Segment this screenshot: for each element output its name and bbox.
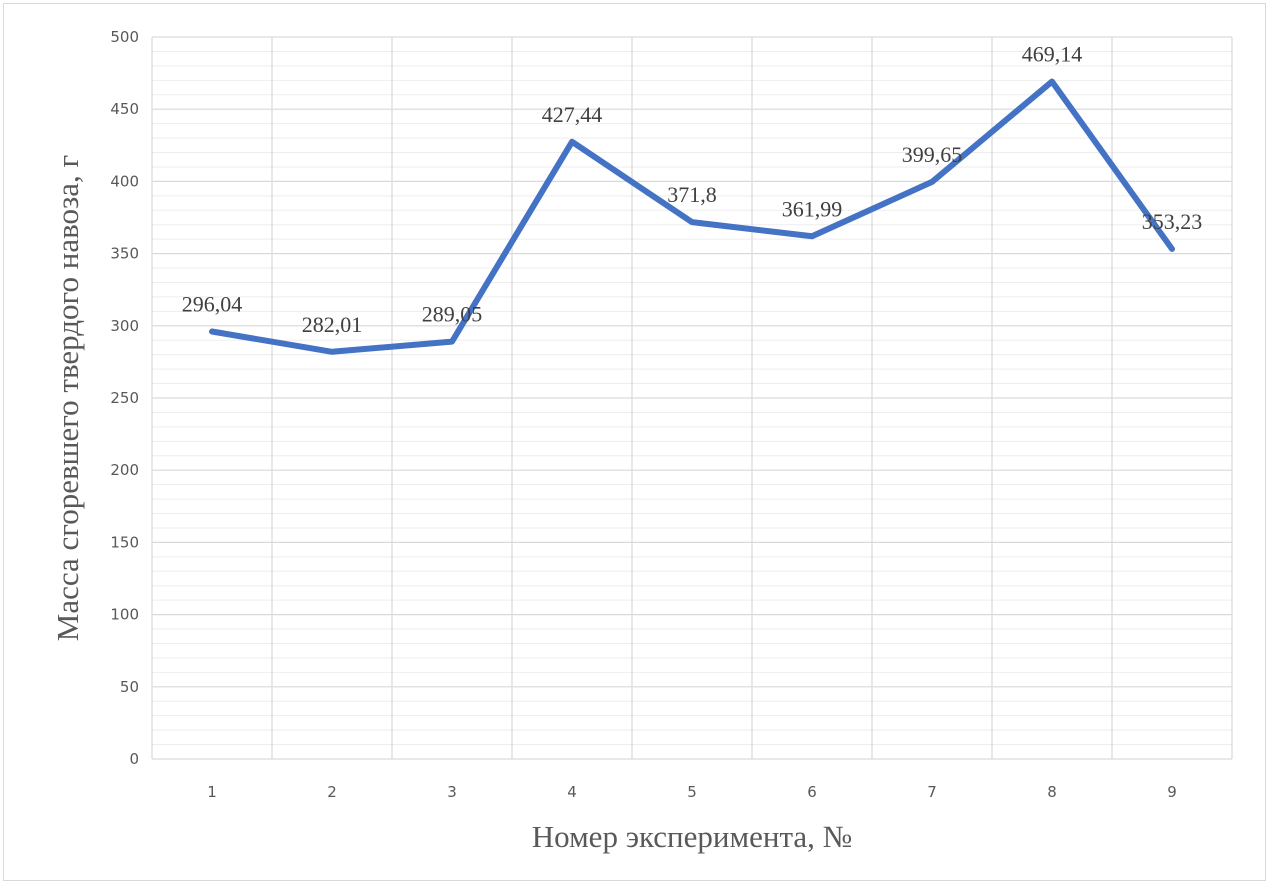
y-tick-label: 250 bbox=[110, 389, 139, 407]
chart-frame: 0 50 100 150 200 250 300 350 400 450 500 1 2 3 4 5 6 7 8 9… bbox=[3, 3, 1266, 881]
x-tick-label: 9 bbox=[1167, 783, 1177, 801]
y-tick-label: 0 bbox=[129, 750, 139, 768]
y-tick-label: 50 bbox=[120, 678, 139, 696]
y-tick-label: 400 bbox=[110, 172, 139, 190]
gridlines bbox=[151, 36, 1233, 760]
y-tick-labels: 0 50 100 150 200 250 300 350 400 450 500 bbox=[110, 28, 139, 768]
x-tick-label: 7 bbox=[927, 783, 937, 801]
x-tick-label: 3 bbox=[447, 783, 457, 801]
data-label: 296,04 bbox=[182, 292, 243, 317]
data-label: 469,14 bbox=[1022, 42, 1083, 67]
y-tick-label: 500 bbox=[110, 28, 139, 46]
y-tick-label: 200 bbox=[110, 461, 139, 479]
x-tick-label: 1 bbox=[207, 783, 217, 801]
y-tick-label: 150 bbox=[110, 533, 139, 551]
data-label: 399,65 bbox=[902, 142, 963, 167]
y-tick-label: 350 bbox=[110, 245, 139, 263]
line-chart: 0 50 100 150 200 250 300 350 400 450 500 1 2 3 4 5 6 7 8 9… bbox=[50, 28, 1233, 854]
y-axis-title: Масса сгоревшего твердого навоза, г bbox=[50, 155, 85, 641]
data-label: 289,05 bbox=[422, 302, 483, 327]
data-labels: 296,04 282,01 289,05 427,44 371,8 361,99 399,6… bbox=[182, 42, 1203, 337]
x-tick-label: 8 bbox=[1047, 783, 1057, 801]
data-label: 371,8 bbox=[667, 182, 717, 207]
data-label: 282,01 bbox=[302, 312, 363, 337]
x-tick-label: 6 bbox=[807, 783, 817, 801]
series-line-layer bbox=[209, 78, 1175, 355]
x-axis-title: Номер эксперимента, № bbox=[532, 819, 852, 854]
data-label: 361,99 bbox=[782, 196, 843, 221]
x-tick-label: 5 bbox=[687, 783, 697, 801]
y-tick-label: 100 bbox=[110, 606, 139, 624]
x-tick-labels: 1 2 3 4 5 6 7 8 9 bbox=[207, 783, 1177, 801]
x-tick-label: 4 bbox=[567, 783, 577, 801]
series-line bbox=[209, 78, 1175, 355]
x-tick-label: 2 bbox=[327, 783, 337, 801]
y-tick-label: 450 bbox=[110, 100, 139, 118]
y-tick-label: 300 bbox=[110, 317, 139, 335]
data-label: 427,44 bbox=[542, 102, 603, 127]
data-label: 353,23 bbox=[1142, 209, 1203, 234]
